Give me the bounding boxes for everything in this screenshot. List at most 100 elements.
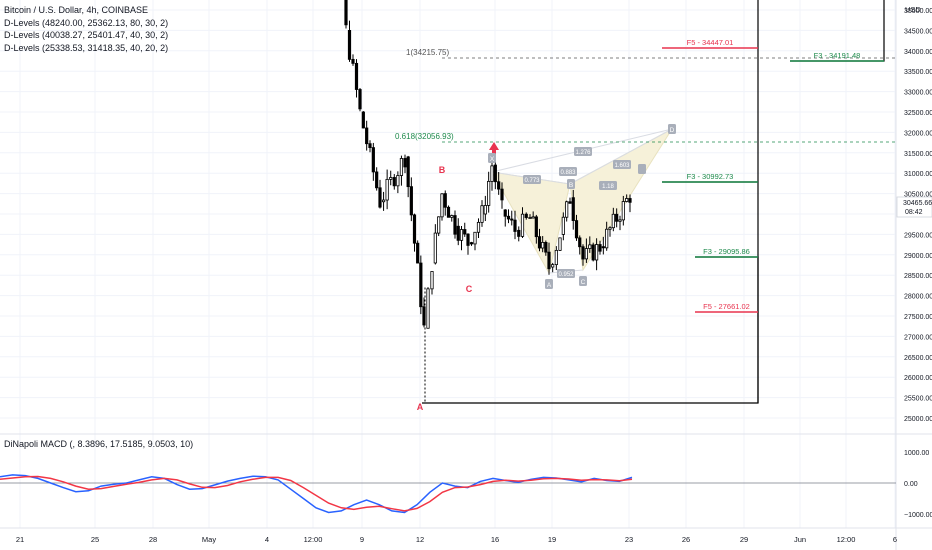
candle-body (358, 89, 362, 110)
candle-body (459, 229, 464, 241)
candle-body (541, 242, 545, 249)
candle-body (598, 244, 602, 252)
pattern-point-label: B (569, 182, 573, 189)
candle-body (416, 242, 420, 264)
candle-body (371, 147, 375, 173)
price-tick-label: 28500.00 (904, 273, 932, 280)
time-tick-label: 26 (682, 535, 690, 544)
candle-body (403, 158, 407, 168)
ratio-badge (559, 167, 577, 176)
candle-body (440, 193, 444, 218)
macd-legend[interactable]: DiNapoli MACD (, 8.3896, 17.5185, 9.0503… (4, 439, 194, 449)
price-tick-label: 26000.00 (904, 375, 932, 382)
candle-body (584, 248, 589, 260)
candle-body (392, 177, 396, 187)
candle-body (473, 231, 477, 245)
candle-body (574, 220, 579, 239)
candle-body (396, 175, 400, 187)
fib-1-label: 1(34215.75) (406, 48, 449, 57)
price-tick-label: 27000.00 (904, 334, 932, 341)
candle-body (487, 180, 491, 206)
dlevel-box-3 (695, 256, 759, 403)
pattern-point-label: X (490, 156, 495, 163)
candle-body (520, 213, 525, 237)
candle-body (493, 164, 497, 183)
candle-body (531, 216, 535, 219)
time-tick-label: 9 (360, 535, 364, 544)
dlevels-legend-3[interactable]: D-Levels (25338.53, 31418.35, 40, 20, 2) (4, 42, 169, 53)
time-tick-label: 21 (16, 535, 24, 544)
pattern-point-label: D (670, 127, 675, 134)
ratio-badge (574, 147, 592, 156)
candle-body (588, 244, 592, 249)
candlesticks (344, 0, 632, 402)
candle-body (561, 216, 565, 235)
candle-body (419, 262, 423, 308)
candle-body (558, 237, 562, 251)
time-tick-label: 12 (416, 535, 424, 544)
candle-body (430, 271, 434, 290)
candle-body (528, 217, 532, 219)
candle-body (381, 199, 386, 203)
price-tick-label: 29000.00 (904, 253, 932, 260)
pattern-bd (569, 128, 673, 185)
macd-tick-label: 1000.00 (904, 450, 929, 457)
candle-body (426, 288, 430, 329)
ratio-badge (599, 181, 617, 190)
dlevels-legend-1[interactable]: D-Levels (48240.00, 25362.13, 80, 30, 2) (4, 17, 169, 28)
ratio-label: 1.18 (602, 184, 614, 190)
price-tick-label: 35000.00 (904, 8, 932, 15)
price-tick-label: 34000.00 (904, 49, 932, 56)
candle-body (480, 205, 484, 223)
time-tick-label: 12:00 (837, 535, 856, 544)
candle-body (446, 206, 451, 218)
candle-body (389, 177, 393, 180)
candle-body (581, 246, 585, 260)
time-axis[interactable]: 21 25 28 May 4 12:00 9 12 16 19 23 26 29 Jun 12:00 6 (16, 535, 897, 544)
candle-body (497, 181, 501, 190)
candle-body (453, 215, 457, 235)
price-axis[interactable]: USD 25000.00 25500.00 26000.00 26500.00 27000… (896, 5, 932, 519)
price-axis-unit: USD (905, 5, 921, 14)
candle-body (375, 171, 379, 189)
time-tick-label: 6 (893, 535, 897, 544)
candle-body (601, 246, 605, 249)
last-price-label: 30465.66 (903, 200, 932, 207)
candle-body (547, 251, 551, 270)
symbol-title[interactable]: Bitcoin / U.S. Dollar, 4h, COINBASE (4, 5, 149, 15)
ratio-badge (557, 269, 575, 278)
macd-tick-label: −1000.00 (904, 512, 932, 519)
countdown-label: 08:42 (905, 209, 923, 216)
candle-body (466, 233, 470, 246)
candle-body (344, 0, 348, 26)
candle-body (500, 188, 504, 201)
candle-body (524, 213, 528, 218)
ratio-label: 0.773 (524, 178, 540, 184)
time-tick-label: 23 (625, 535, 633, 544)
last-price-badge (896, 196, 932, 218)
price-tick-label: 34500.00 (904, 28, 932, 35)
pattern-point-marker (668, 124, 676, 134)
ratio-label: 0.952 (558, 272, 574, 278)
macd-tick-label: 0.00 (904, 481, 918, 488)
price-tick-label: 30500.00 (904, 192, 932, 199)
signal-line (0, 475, 633, 512)
candle-body (412, 214, 417, 244)
ratio-label: 1.276 (575, 150, 591, 156)
candle-body (368, 143, 372, 148)
f-level-label: F3 - 29095.86 (703, 247, 750, 256)
time-tick-label: 16 (491, 535, 499, 544)
candle-body (608, 227, 612, 230)
candle-body (443, 193, 447, 208)
pattern-xab (491, 171, 571, 275)
pattern-point-marker (545, 279, 553, 289)
candle-body (483, 205, 487, 215)
dlevels-legend-2[interactable]: D-Levels (40038.27, 25401.47, 40, 30, 2) (4, 30, 169, 40)
pattern-point-label: C (581, 279, 586, 286)
pattern-extra-marker (638, 164, 646, 174)
signal-arrow (489, 142, 499, 157)
price-tick-label: 33000.00 (904, 90, 932, 97)
candle-body (551, 264, 555, 268)
f-level-label: F5 - 34447.01 (687, 38, 734, 47)
